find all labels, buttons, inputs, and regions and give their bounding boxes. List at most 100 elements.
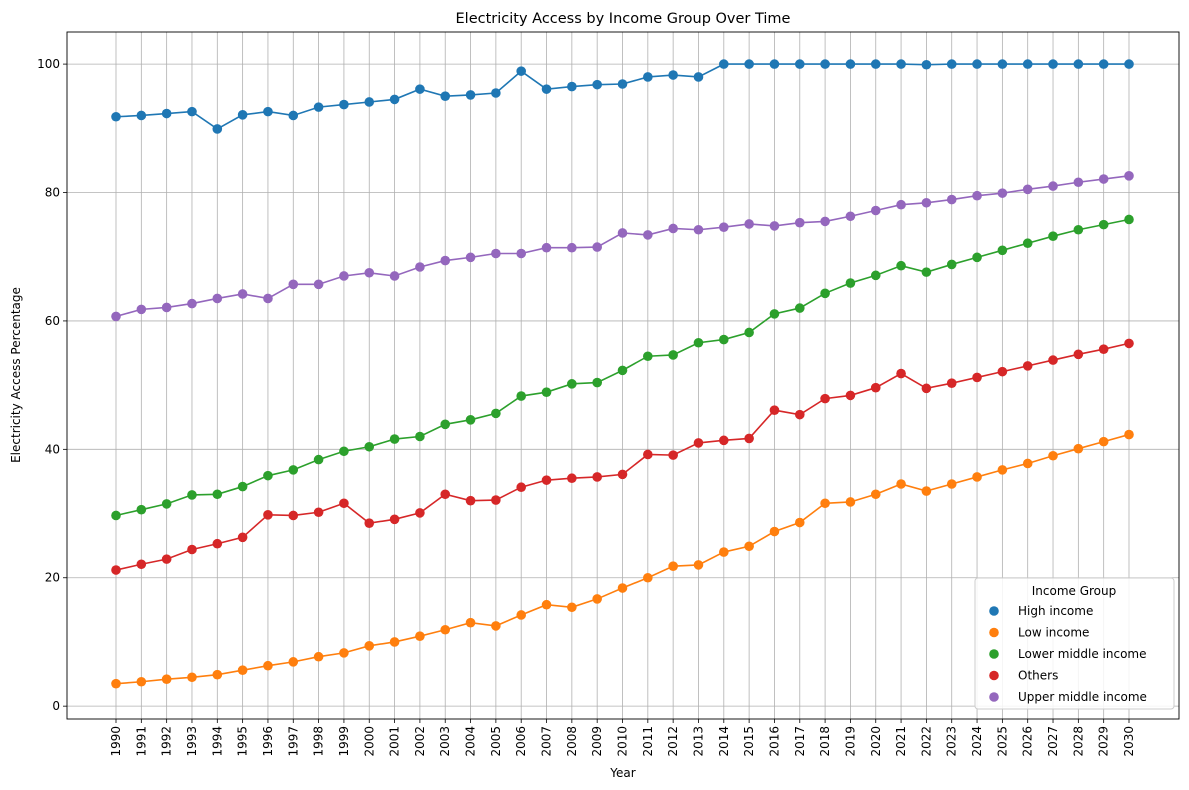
data-point-high-income xyxy=(415,84,425,94)
data-point-lower-middle-income xyxy=(845,278,856,288)
data-point-upper-middle-income xyxy=(1124,171,1134,181)
legend-label-low-income: Low income xyxy=(1018,626,1089,640)
data-point-low-income xyxy=(541,599,552,610)
data-point-low-income xyxy=(693,560,704,570)
data-point-upper-middle-income xyxy=(896,199,906,210)
data-point-high-income xyxy=(769,59,780,69)
x-tick-label: 2021 xyxy=(894,726,908,757)
legend-marker-high-income xyxy=(989,606,999,616)
data-point-low-income xyxy=(719,547,729,557)
data-point-others xyxy=(516,482,526,493)
series-upper-middle-income xyxy=(111,171,1134,322)
data-point-upper-middle-income xyxy=(415,262,425,272)
data-point-low-income xyxy=(1048,450,1058,461)
x-tick-label: 2026 xyxy=(1021,726,1035,757)
data-point-others xyxy=(744,433,754,444)
data-point-others xyxy=(643,449,653,460)
data-point-upper-middle-income xyxy=(845,211,856,222)
x-tick-label: 2017 xyxy=(793,726,807,757)
data-point-high-income xyxy=(643,72,653,82)
data-point-upper-middle-income xyxy=(1073,177,1084,188)
x-tick-label: 1993 xyxy=(185,726,199,757)
x-tick-label: 2000 xyxy=(362,726,376,757)
data-point-high-income xyxy=(389,94,400,105)
series-layer xyxy=(111,59,1134,689)
data-point-high-income xyxy=(491,88,501,98)
data-point-upper-middle-income xyxy=(364,267,375,278)
data-point-low-income xyxy=(668,561,678,571)
series-others xyxy=(111,338,1134,575)
data-point-upper-middle-income xyxy=(313,279,324,290)
data-point-upper-middle-income xyxy=(440,255,451,266)
data-point-upper-middle-income xyxy=(693,224,704,235)
y-tick-label: 60 xyxy=(45,314,60,328)
data-point-high-income xyxy=(794,59,805,69)
data-point-upper-middle-income xyxy=(921,197,932,208)
data-point-others xyxy=(313,507,324,518)
x-tick-label: 2011 xyxy=(641,726,655,757)
data-point-low-income xyxy=(161,674,172,684)
data-point-low-income xyxy=(845,497,856,507)
data-point-low-income xyxy=(769,526,780,537)
x-tick-label: 2029 xyxy=(1097,726,1111,757)
data-point-upper-middle-income xyxy=(870,205,881,216)
data-point-low-income xyxy=(1098,436,1109,447)
legend: Income Group High income Low income Lower … xyxy=(974,577,1175,710)
data-point-lower-middle-income xyxy=(567,379,577,389)
data-point-low-income xyxy=(339,648,349,658)
data-point-low-income xyxy=(617,583,628,593)
data-point-high-income xyxy=(1124,59,1134,69)
data-point-high-income xyxy=(567,81,577,92)
data-point-others xyxy=(1022,361,1033,371)
series-lower-middle-income xyxy=(111,214,1134,521)
series-high-income xyxy=(111,59,1134,134)
x-tick-label: 1990 xyxy=(109,726,123,757)
x-tick-label: 1995 xyxy=(236,726,250,757)
data-point-low-income xyxy=(567,602,577,613)
data-point-lower-middle-income xyxy=(491,408,501,419)
data-point-upper-middle-income xyxy=(263,293,273,304)
legend-label-high-income: High income xyxy=(1018,604,1093,618)
data-point-others xyxy=(1098,344,1109,354)
x-tick-label: 2019 xyxy=(843,726,857,757)
data-point-others xyxy=(1073,349,1084,360)
data-point-low-income xyxy=(1073,443,1084,454)
data-point-high-income xyxy=(465,90,476,100)
data-point-others xyxy=(136,559,147,570)
data-point-lower-middle-income xyxy=(161,499,172,509)
data-point-high-income xyxy=(364,97,375,107)
data-point-high-income xyxy=(921,59,932,70)
data-point-lower-middle-income xyxy=(212,489,223,500)
data-point-others xyxy=(541,475,552,485)
data-point-upper-middle-income xyxy=(288,279,299,290)
legend-items: High income Low income Lower middle income… xyxy=(989,604,1147,704)
data-point-others xyxy=(491,495,501,505)
data-point-lower-middle-income xyxy=(313,454,324,465)
x-tick-label: 1994 xyxy=(210,726,224,757)
data-point-low-income xyxy=(870,489,881,500)
data-point-lower-middle-income xyxy=(415,431,425,442)
data-point-lower-middle-income xyxy=(870,270,881,281)
y-tick-label: 40 xyxy=(45,442,60,456)
data-point-high-income xyxy=(1073,59,1084,69)
x-tick-label: 2022 xyxy=(919,726,933,757)
y-tick-label: 80 xyxy=(45,186,60,200)
data-point-others xyxy=(187,544,197,555)
data-point-high-income xyxy=(339,99,349,110)
data-point-upper-middle-income xyxy=(237,289,248,299)
data-point-upper-middle-income xyxy=(592,242,602,252)
data-point-lower-middle-income xyxy=(794,303,805,313)
data-point-low-income xyxy=(1022,458,1033,469)
data-point-low-income xyxy=(440,624,451,635)
data-point-lower-middle-income xyxy=(592,377,602,388)
data-point-upper-middle-income xyxy=(541,242,552,253)
data-point-high-income xyxy=(1022,59,1033,69)
data-point-low-income xyxy=(516,610,526,620)
data-point-high-income xyxy=(972,59,982,69)
data-point-high-income xyxy=(845,59,856,69)
data-point-high-income xyxy=(288,110,299,121)
data-point-upper-middle-income xyxy=(465,252,476,263)
data-point-lower-middle-income xyxy=(719,334,729,345)
data-point-others xyxy=(237,532,248,543)
data-point-lower-middle-income xyxy=(668,350,678,360)
